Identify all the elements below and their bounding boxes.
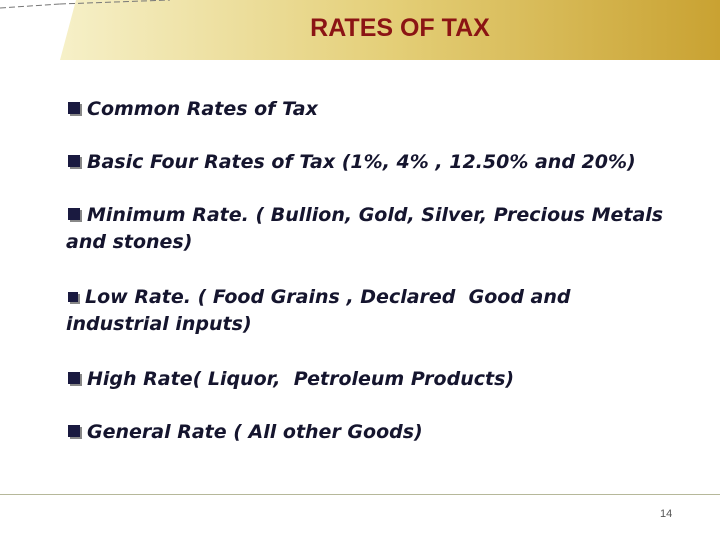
bullet-line: Common Rates of Tax <box>68 96 708 123</box>
bullet-icon <box>68 372 80 384</box>
bullet: Low Rate. ( Food Grains , Declared Good … <box>66 284 708 338</box>
dash-line <box>0 3 61 9</box>
dash-line <box>59 0 171 5</box>
page-number: 14 <box>660 508 673 520</box>
bullet-text: Basic Four Rates of Tax (1%, 4% , 12.50%… <box>87 151 636 173</box>
bullet-line: General Rate ( All other Goods) <box>68 419 708 446</box>
bullet-text: Minimum Rate. ( Bullion, Gold, Silver, P… <box>87 204 664 226</box>
bullet: General Rate ( All other Goods) <box>68 419 708 446</box>
bullet: High Rate( Liquor, Petroleum Products) <box>68 366 708 393</box>
bullet-text: General Rate ( All other Goods) <box>87 421 423 443</box>
bullet-icon <box>68 208 80 220</box>
header-band <box>0 0 720 60</box>
bullet: Minimum Rate. ( Bullion, Gold, Silver, P… <box>66 202 708 256</box>
header-fill <box>60 0 720 60</box>
title: RATES OF TAX <box>310 14 490 42</box>
bullet-line: Minimum Rate. ( Bullion, Gold, Silver, P… <box>68 202 708 229</box>
bullet-icon <box>68 155 80 167</box>
bullet-icon <box>68 292 78 302</box>
bullet-icon <box>68 425 80 437</box>
bullet-icon <box>68 102 80 114</box>
bullet-line: Basic Four Rates of Tax (1%, 4% , 12.50%… <box>68 149 708 176</box>
bullet-text: and stones) <box>66 231 193 253</box>
bullet-text: Common Rates of Tax <box>87 98 318 120</box>
footer-rule <box>0 494 720 495</box>
bullet: Basic Four Rates of Tax (1%, 4% , 12.50%… <box>68 149 708 176</box>
bullet-text: Low Rate. ( Food Grains , Declared Good … <box>85 286 571 308</box>
bullet-text: industrial inputs) <box>66 313 252 335</box>
bullet-line: industrial inputs) <box>66 311 708 338</box>
bullet-text: High Rate( Liquor, Petroleum Products) <box>87 368 515 390</box>
bullet-line: and stones) <box>66 229 708 256</box>
bullet: Common Rates of Tax <box>68 96 708 123</box>
bullet-line: High Rate( Liquor, Petroleum Products) <box>68 366 708 393</box>
bullet-line: Low Rate. ( Food Grains , Declared Good … <box>68 284 708 311</box>
